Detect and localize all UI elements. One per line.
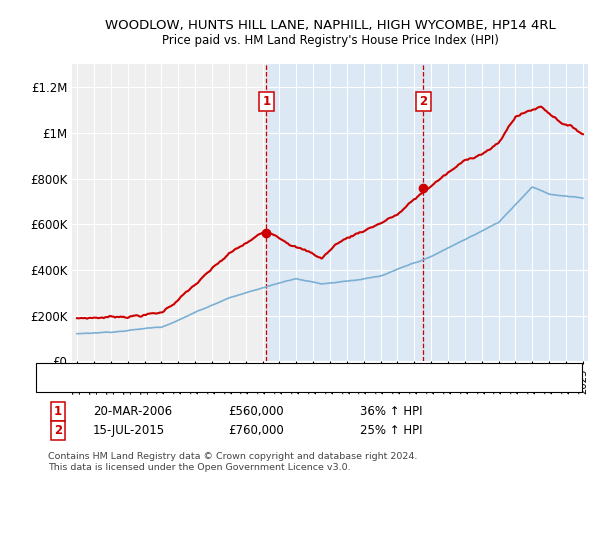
Text: WOODLOW, HUNTS HILL LANE, NAPHILL, HIGH WYCOMBE, HP14 4RL: WOODLOW, HUNTS HILL LANE, NAPHILL, HIGH … xyxy=(104,18,556,32)
Text: £560,000: £560,000 xyxy=(228,405,284,418)
Text: HPI: Average price, detached house, Buckinghamshire: HPI: Average price, detached house, Buck… xyxy=(87,380,371,390)
Text: Contains HM Land Registry data © Crown copyright and database right 2024.: Contains HM Land Registry data © Crown c… xyxy=(48,452,418,461)
Text: 15-JUL-2015: 15-JUL-2015 xyxy=(93,423,165,437)
Bar xyxy=(266,64,424,361)
Text: 1: 1 xyxy=(262,95,271,108)
Text: 2: 2 xyxy=(54,423,62,437)
Text: ——: —— xyxy=(54,378,85,393)
Text: 20-MAR-2006: 20-MAR-2006 xyxy=(93,405,172,418)
Text: This data is licensed under the Open Government Licence v3.0.: This data is licensed under the Open Gov… xyxy=(48,463,350,472)
Text: 25% ↑ HPI: 25% ↑ HPI xyxy=(360,423,422,437)
Text: ——: —— xyxy=(54,366,85,381)
Text: 2: 2 xyxy=(419,95,427,108)
Text: 36% ↑ HPI: 36% ↑ HPI xyxy=(360,405,422,418)
Text: Price paid vs. HM Land Registry's House Price Index (HPI): Price paid vs. HM Land Registry's House … xyxy=(161,34,499,47)
Bar xyxy=(424,64,588,361)
Text: £760,000: £760,000 xyxy=(228,423,284,437)
Text: 1: 1 xyxy=(54,405,62,418)
Text: WOODLOW, HUNTS HILL LANE, NAPHILL, HIGH WYCOMBE, HP14 4RL (detached house): WOODLOW, HUNTS HILL LANE, NAPHILL, HIGH … xyxy=(87,368,536,379)
